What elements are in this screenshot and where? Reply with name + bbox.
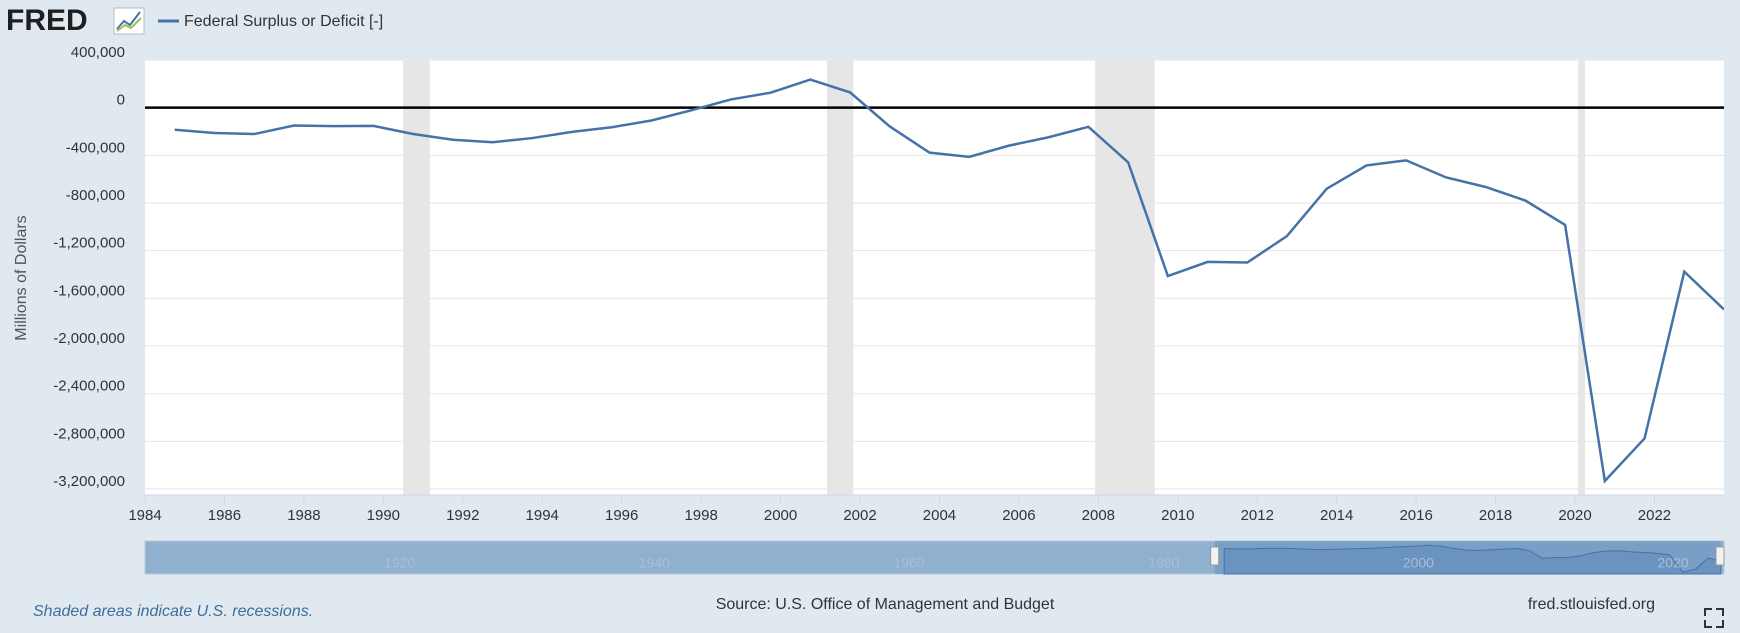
y-tick-label: -2,800,000 bbox=[53, 425, 125, 442]
x-tick-label: 2012 bbox=[1241, 507, 1274, 524]
y-tick-label: -1,200,000 bbox=[53, 235, 125, 252]
x-tick-label: 2022 bbox=[1638, 507, 1671, 524]
y-tick-label: -1,600,000 bbox=[53, 282, 125, 299]
source: Source: U.S. Office of Management and Bu… bbox=[716, 596, 1055, 613]
navigator-series bbox=[1223, 544, 1722, 575]
x-tick-label: 1990 bbox=[367, 507, 400, 524]
logo-icon bbox=[113, 7, 145, 35]
x-tick-label: 1994 bbox=[526, 507, 559, 524]
y-tick-label: -400,000 bbox=[66, 139, 125, 156]
site: fred.stlouisfed.org bbox=[1528, 596, 1655, 613]
x-tick-label: 2002 bbox=[843, 507, 876, 524]
navigator-handle[interactable] bbox=[1715, 546, 1725, 566]
legend-label[interactable]: Federal Surplus or Deficit [-] bbox=[184, 13, 383, 30]
recession-band bbox=[1578, 60, 1585, 495]
x-tick-label: 1996 bbox=[605, 507, 638, 524]
x-tick-label: 2008 bbox=[1082, 507, 1115, 524]
data-line bbox=[174, 78, 1724, 484]
y-tick-label: -800,000 bbox=[66, 187, 125, 204]
fullscreen-icon[interactable] bbox=[1704, 608, 1724, 628]
navigator-tick-label: 2020 bbox=[1657, 555, 1688, 571]
plot-area bbox=[145, 60, 1724, 495]
navigator-tick-label: 1920 bbox=[384, 555, 415, 571]
x-tick-label: 1984 bbox=[128, 507, 161, 524]
navigator-tick-label: 1940 bbox=[639, 555, 670, 571]
navigator-tick-label: 1980 bbox=[1148, 555, 1179, 571]
navigator-tick-label: 1960 bbox=[893, 555, 924, 571]
x-tick-label: 2018 bbox=[1479, 507, 1512, 524]
y-tick-label: -3,200,000 bbox=[53, 473, 125, 490]
x-tick-label: 2010 bbox=[1161, 507, 1194, 524]
x-tick-label: 1992 bbox=[446, 507, 479, 524]
recession-band bbox=[403, 60, 430, 495]
x-tick-label: 1998 bbox=[684, 507, 717, 524]
logo: FRED bbox=[6, 4, 88, 37]
x-tick-label: 2006 bbox=[1002, 507, 1035, 524]
x-tick-label: 2004 bbox=[923, 507, 956, 524]
x-tick-label: 2000 bbox=[764, 507, 797, 524]
x-tick-label: 2014 bbox=[1320, 507, 1353, 524]
y-tick-label: -2,400,000 bbox=[53, 378, 125, 395]
x-tick-label: 1988 bbox=[287, 507, 320, 524]
recession-band bbox=[827, 60, 854, 495]
x-tick-label: 2020 bbox=[1558, 507, 1591, 524]
x-tick-label: 2016 bbox=[1399, 507, 1432, 524]
y-tick-label: 400,000 bbox=[71, 44, 125, 61]
recession-note: Shaded areas indicate U.S. recessions. bbox=[33, 603, 313, 620]
recession-band bbox=[1095, 60, 1155, 495]
y-tick-label: -2,000,000 bbox=[53, 330, 125, 347]
x-tick-label: 1986 bbox=[208, 507, 241, 524]
navigator-tick-label: 2000 bbox=[1403, 555, 1434, 571]
navigator-handle[interactable] bbox=[1210, 546, 1220, 566]
y-tick-label: 0 bbox=[117, 92, 125, 109]
y-axis-label: Millions of Dollars bbox=[13, 215, 30, 340]
